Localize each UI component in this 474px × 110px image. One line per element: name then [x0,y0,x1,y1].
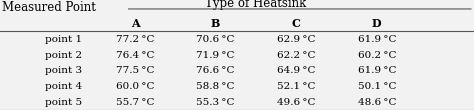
Text: 58.8 °C: 58.8 °C [196,82,235,91]
Text: 61.9 °C: 61.9 °C [357,35,396,44]
Text: Type of Heatsink: Type of Heatsink [205,0,307,10]
Text: 77.2 °C: 77.2 °C [116,35,155,44]
Text: 77.5 °C: 77.5 °C [116,66,155,75]
Text: point 2: point 2 [45,50,82,60]
Text: 76.4 °C: 76.4 °C [116,50,155,60]
Text: 64.9 °C: 64.9 °C [277,66,316,75]
Text: 50.1 °C: 50.1 °C [357,82,396,91]
Text: point 1: point 1 [45,35,82,44]
Text: 48.6 °C: 48.6 °C [357,98,396,107]
Text: 70.6 °C: 70.6 °C [196,35,235,44]
Text: 62.2 °C: 62.2 °C [277,50,316,60]
Text: 55.3 °C: 55.3 °C [196,98,235,107]
Text: 61.9 °C: 61.9 °C [357,66,396,75]
Text: B: B [211,18,220,29]
Text: point 4: point 4 [45,82,82,91]
Text: 60.2 °C: 60.2 °C [357,50,396,60]
Text: point 3: point 3 [45,66,82,75]
Text: 60.0 °C: 60.0 °C [116,82,155,91]
Text: Measured Point: Measured Point [2,1,96,14]
Text: D: D [372,18,382,29]
Text: 71.9 °C: 71.9 °C [196,50,235,60]
Text: 55.7 °C: 55.7 °C [116,98,155,107]
Text: C: C [292,18,301,29]
Text: point 5: point 5 [45,98,82,107]
Text: A: A [131,18,139,29]
Text: 52.1 °C: 52.1 °C [277,82,316,91]
Text: 76.6 °C: 76.6 °C [196,66,235,75]
Text: 49.6 °C: 49.6 °C [277,98,316,107]
Text: 62.9 °C: 62.9 °C [277,35,316,44]
